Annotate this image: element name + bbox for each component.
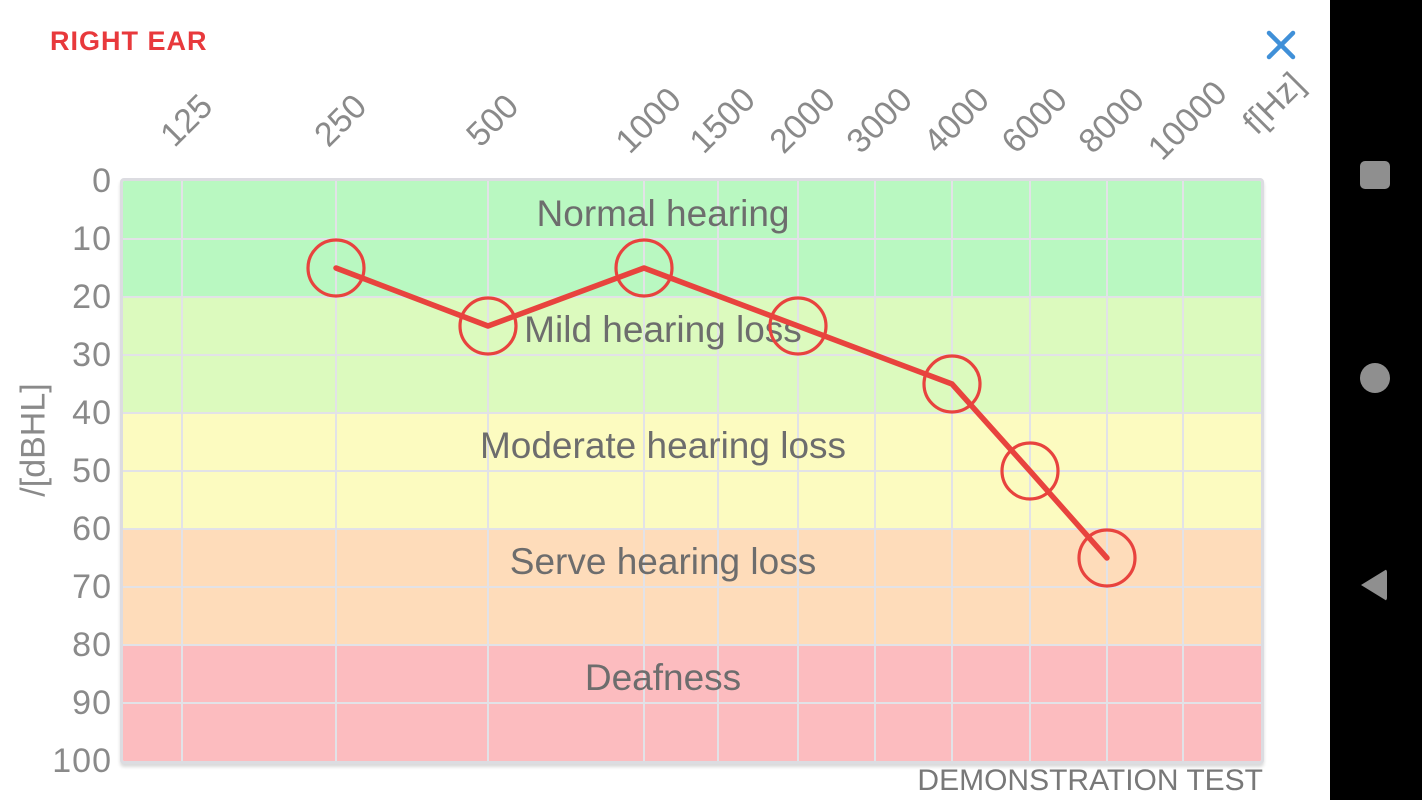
- y-tick-label: 90: [72, 684, 112, 722]
- gridline-horizontal: [123, 412, 1261, 414]
- close-icon: [1266, 30, 1296, 60]
- x-tick-label: 250: [307, 87, 375, 155]
- gridline-horizontal: [123, 238, 1261, 240]
- x-tick-label: 2000: [762, 80, 843, 161]
- x-tick-label: 1500: [682, 80, 763, 161]
- gridline-horizontal: [123, 644, 1261, 646]
- x-tick-label: 125: [153, 87, 221, 155]
- y-tick-label: 10: [72, 220, 112, 258]
- x-tick-label: 10000: [1140, 73, 1235, 168]
- gridline-horizontal: [123, 528, 1261, 530]
- data-point-marker: [306, 238, 366, 298]
- zone-label: Mild hearing loss: [524, 309, 802, 350]
- audiogram-line: [306, 238, 1137, 588]
- gridline-horizontal: [123, 296, 1261, 298]
- demo-watermark: DEMONSTRATION TEST: [917, 764, 1263, 797]
- close-button[interactable]: [1260, 24, 1302, 66]
- data-point-marker: [1077, 528, 1137, 588]
- zone-label: Serve hearing loss: [509, 541, 817, 582]
- y-tick-label: 30: [72, 336, 112, 374]
- gridline-horizontal: [123, 702, 1261, 704]
- y-tick-label: 20: [72, 278, 112, 316]
- home-icon[interactable]: [1360, 363, 1390, 393]
- back-icon[interactable]: [1361, 569, 1387, 601]
- gridline-horizontal: [123, 586, 1261, 588]
- plot-area: Normal hearing Mild hearing loss Moderate …: [120, 178, 1264, 764]
- x-tick-label: 3000: [839, 80, 920, 161]
- x-tick-label: 1000: [608, 80, 689, 161]
- data-point-marker: [1000, 441, 1060, 501]
- data-point-marker: [922, 354, 982, 414]
- x-tick-label: 6000: [994, 80, 1075, 161]
- recents-icon[interactable]: [1360, 161, 1390, 189]
- y-tick-label: 70: [72, 568, 112, 606]
- x-tick-label: 500: [459, 87, 527, 155]
- x-tick-label: 8000: [1071, 80, 1152, 161]
- x-tick-label: 4000: [916, 80, 997, 161]
- y-tick-label: 100: [52, 742, 112, 780]
- x-axis-unit-label: f[Hz]: [1235, 65, 1312, 142]
- y-tick-label: 60: [72, 510, 112, 548]
- y-tick-label: 40: [72, 394, 112, 432]
- android-navbar: [1330, 0, 1422, 800]
- y-tick-label: 80: [72, 626, 112, 664]
- y-tick-label: 50: [72, 452, 112, 490]
- zone-label: Moderate hearing loss: [479, 425, 847, 466]
- gridline-horizontal: [123, 354, 1261, 356]
- zone-label: Deafness: [584, 657, 742, 698]
- y-tick-label: 0: [92, 162, 112, 200]
- data-point-marker: [768, 296, 828, 356]
- app-screen: RIGHT EAR /[dBHL] Normal hearing Mild hea…: [14, 24, 1312, 797]
- gridline-horizontal: [123, 470, 1261, 472]
- data-point-marker: [458, 296, 518, 356]
- zone-label: Normal hearing: [536, 193, 790, 234]
- data-point-marker: [614, 238, 674, 298]
- threshold-line: [333, 265, 1110, 561]
- page-title: RIGHT EAR: [50, 26, 208, 56]
